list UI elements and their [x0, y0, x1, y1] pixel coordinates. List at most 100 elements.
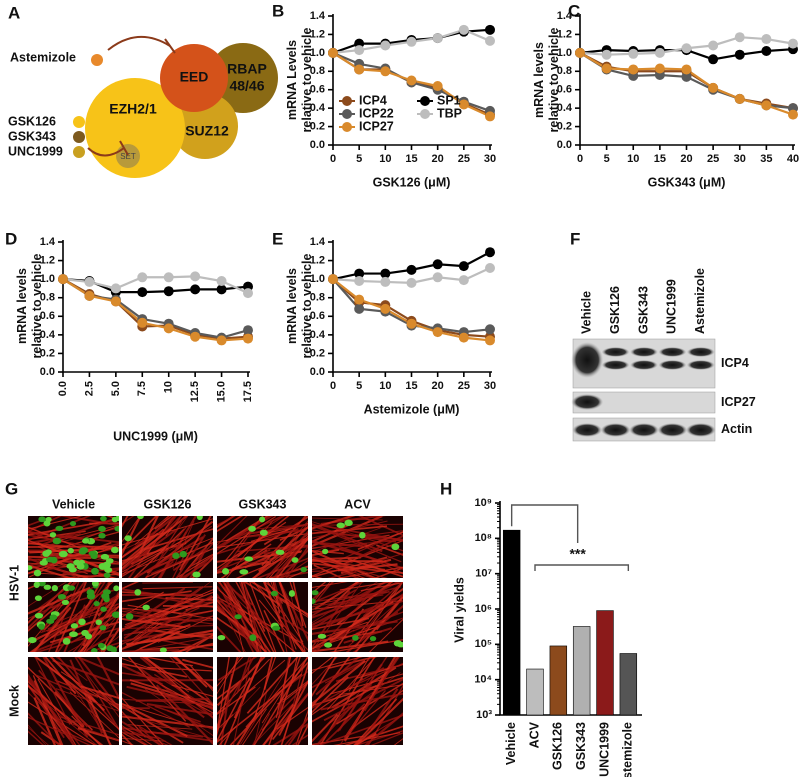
fiber — [217, 673, 303, 743]
x-tick-label: 40 — [787, 153, 799, 165]
fiber — [312, 549, 340, 557]
nucleus — [300, 566, 308, 573]
fiber — [217, 527, 299, 555]
fiber — [122, 740, 135, 745]
fiber — [217, 616, 249, 640]
y-tick-label: 10⁷ — [475, 568, 492, 580]
data-point — [432, 259, 443, 270]
legend-marker — [342, 122, 352, 132]
y-tick-label: 0.2 — [40, 347, 55, 359]
fiber — [312, 657, 337, 698]
fiber — [348, 657, 371, 692]
fiber — [28, 586, 91, 615]
x-tick-label: Vehicle — [504, 722, 518, 765]
fiber — [126, 636, 213, 652]
fiber — [258, 599, 304, 652]
nucleus — [98, 562, 107, 570]
x-tick-label: 10 — [379, 153, 391, 165]
fiber — [142, 657, 190, 693]
micrograph — [122, 516, 213, 578]
data-point — [432, 327, 443, 338]
fiber — [315, 657, 361, 696]
x-tick-label: 30 — [484, 153, 496, 165]
fiber — [28, 530, 58, 544]
fiber — [284, 717, 308, 745]
data-point — [788, 38, 798, 49]
fiber — [360, 582, 403, 592]
fiber — [142, 582, 194, 584]
fiber — [144, 688, 213, 736]
x-axis-title: UNC1999 (μM) — [113, 429, 198, 443]
fiber — [28, 516, 84, 530]
subunit-label: RBAP — [227, 61, 267, 77]
data-point — [654, 47, 665, 58]
fiber — [279, 582, 306, 652]
data-point — [708, 82, 719, 93]
data-point — [761, 46, 772, 57]
fiber — [217, 657, 239, 737]
fiber — [28, 712, 61, 745]
bar — [526, 668, 544, 716]
fiber — [63, 582, 114, 628]
fiber — [246, 657, 299, 714]
nucleus — [43, 584, 52, 590]
blot-band — [686, 360, 715, 370]
fiber — [179, 516, 212, 571]
legend-label: ICP27 — [359, 119, 394, 133]
nucleus — [124, 535, 132, 542]
data-point — [761, 34, 772, 45]
legend-label: SP1 — [437, 93, 461, 107]
nucleus — [70, 623, 79, 629]
data-point — [628, 48, 639, 59]
nucleus — [104, 566, 113, 573]
y-tick-label: 1.4 — [40, 236, 56, 248]
nucleus — [344, 519, 353, 527]
y-tick-label: 0.0 — [557, 139, 572, 151]
fiber — [28, 530, 83, 541]
x-tick-label: 12.5 — [189, 381, 201, 402]
fiber — [343, 627, 392, 644]
fiber — [393, 738, 403, 745]
data-point — [354, 268, 365, 279]
fiber — [268, 657, 301, 745]
column-label: ACV — [344, 497, 371, 511]
nucleus — [43, 520, 51, 527]
fiber — [28, 557, 58, 570]
nucleus — [33, 582, 40, 588]
y-tick-label: 0.6 — [557, 84, 572, 96]
fiber — [289, 582, 307, 628]
fiber — [75, 657, 119, 676]
fiber — [122, 526, 173, 567]
fiber — [81, 633, 115, 652]
fiber — [242, 708, 267, 745]
fiber — [80, 685, 119, 700]
legend-marker — [420, 96, 430, 106]
fiber — [312, 713, 339, 743]
y-axis-title: relative to vehicle — [300, 253, 314, 358]
nucleus — [100, 516, 107, 522]
nucleus — [69, 520, 77, 527]
nucleus — [55, 525, 64, 532]
rbap-subunit — [208, 43, 278, 113]
fiber — [312, 676, 349, 714]
x-tick-label: 17.5 — [242, 381, 254, 402]
fiber — [312, 540, 403, 577]
fiber — [217, 657, 230, 736]
data-point — [380, 303, 391, 314]
fiber — [162, 604, 213, 608]
fiber — [315, 523, 403, 526]
nucleus — [95, 619, 102, 626]
fiber — [96, 657, 119, 701]
nucleus — [86, 589, 95, 596]
nucleus — [324, 642, 333, 648]
fiber — [360, 536, 403, 552]
fiber — [37, 678, 77, 745]
fiber — [312, 667, 385, 710]
fiber — [69, 691, 119, 739]
x-tick-label: UNC1999 — [597, 722, 611, 777]
data-point — [708, 40, 719, 51]
nucleus — [100, 553, 110, 560]
x-tick-label: 0.0 — [57, 381, 69, 396]
y-tick-label: 0.6 — [310, 84, 325, 96]
